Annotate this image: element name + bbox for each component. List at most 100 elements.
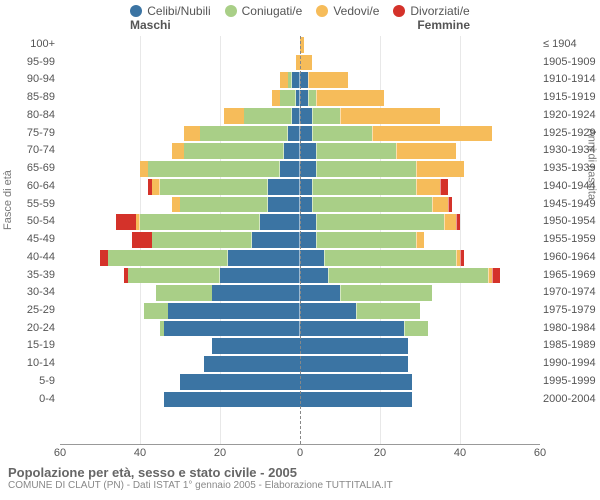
bar-segment [308, 90, 316, 106]
x-tick: 20 [214, 447, 226, 459]
male-bar [60, 90, 300, 106]
x-axis: 6040200204060 [60, 444, 540, 463]
bar-segment [312, 126, 372, 142]
bar-segment [300, 250, 324, 266]
birth-year-label: 1945-1949 [543, 198, 600, 210]
female-bar [300, 392, 540, 408]
bar-segment [160, 179, 268, 195]
bar-segment [316, 232, 416, 248]
bar-segment [300, 108, 312, 124]
bar-segment [300, 303, 356, 319]
bar-segment [144, 303, 168, 319]
bar-segment [212, 338, 300, 354]
birth-year-label: 1960-1964 [543, 251, 600, 263]
male-bar [60, 232, 300, 248]
legend-label: Celibi/Nubili [147, 4, 210, 18]
bar-segment [220, 268, 300, 284]
age-label: 0-4 [5, 393, 55, 405]
male-bar [60, 161, 300, 177]
bar-segment [128, 268, 220, 284]
bar-segment [300, 90, 308, 106]
bar-segment [100, 250, 108, 266]
female-bar [300, 126, 540, 142]
bar-segment [316, 143, 396, 159]
birth-year-label: 1925-1929 [543, 127, 600, 139]
male-bar [60, 338, 300, 354]
legend-swatch [316, 5, 328, 17]
male-bar [60, 268, 300, 284]
bar-segment [300, 392, 412, 408]
bar-segment [300, 232, 316, 248]
age-label: 10-14 [5, 357, 55, 369]
bar-segment [324, 250, 456, 266]
bar-segment [280, 90, 296, 106]
bar-segment [312, 108, 340, 124]
female-bar [300, 232, 540, 248]
legend-swatch [393, 5, 405, 17]
female-header: Femmine [417, 18, 470, 32]
birth-year-label: 1995-1999 [543, 375, 600, 387]
x-tick: 60 [534, 447, 546, 459]
male-bar [60, 108, 300, 124]
x-tick: 40 [134, 447, 146, 459]
legend-item: Vedovi/e [316, 4, 379, 18]
chart-subtitle: COMUNE DI CLAUT (PN) - Dati ISTAT 1° gen… [8, 480, 592, 491]
male-bar [60, 143, 300, 159]
center-line [300, 36, 301, 444]
female-bar [300, 374, 540, 390]
female-bar [300, 321, 540, 337]
birth-year-label: 2000-2004 [543, 393, 600, 405]
birth-year-label: 1975-1979 [543, 304, 600, 316]
female-bar [300, 338, 540, 354]
legend-label: Divorziati/e [410, 4, 469, 18]
bar-segment [300, 55, 312, 71]
bar-segment [152, 179, 160, 195]
age-label: 100+ [5, 38, 55, 50]
bar-segment [300, 338, 408, 354]
bar-segment [300, 143, 316, 159]
female-bar [300, 72, 540, 88]
bar-segment [204, 356, 300, 372]
bar-segment [228, 250, 300, 266]
bar-segment [148, 161, 280, 177]
bar-segment [300, 285, 340, 301]
bar-segment [448, 197, 452, 213]
male-bar [60, 285, 300, 301]
age-label: 50-54 [5, 215, 55, 227]
female-bar [300, 268, 540, 284]
age-label: 55-59 [5, 198, 55, 210]
bar-segment [184, 143, 284, 159]
female-bar [300, 179, 540, 195]
age-label: 60-64 [5, 180, 55, 192]
bar-segment [292, 108, 300, 124]
bar-segment [372, 126, 492, 142]
bar-segment [224, 108, 244, 124]
bar-segment [328, 268, 488, 284]
bar-segment [300, 161, 316, 177]
bar-segment [312, 179, 416, 195]
birth-year-label: 1915-1919 [543, 91, 600, 103]
age-label: 65-69 [5, 162, 55, 174]
female-bar [300, 214, 540, 230]
bar-segment [440, 179, 448, 195]
bar-segment [312, 197, 432, 213]
age-label: 95-99 [5, 56, 55, 68]
bar-segment [252, 232, 300, 248]
bar-segment [284, 143, 300, 159]
bar-segment [180, 374, 300, 390]
age-label: 45-49 [5, 233, 55, 245]
male-bar [60, 197, 300, 213]
birth-year-label: 1985-1989 [543, 339, 600, 351]
x-tick: 40 [454, 447, 466, 459]
female-bar [300, 197, 540, 213]
bar-segment [316, 90, 384, 106]
age-label: 15-19 [5, 339, 55, 351]
birth-year-label: 1930-1934 [543, 144, 600, 156]
birth-year-label: 1970-1974 [543, 286, 600, 298]
bar-segment [300, 356, 408, 372]
age-label: 40-44 [5, 251, 55, 263]
legend-item: Celibi/Nubili [130, 4, 210, 18]
legend-item: Divorziati/e [393, 4, 469, 18]
population-pyramid: 100+≤ 190495-991905-190990-941910-191485… [60, 36, 540, 444]
bar-segment [280, 161, 300, 177]
